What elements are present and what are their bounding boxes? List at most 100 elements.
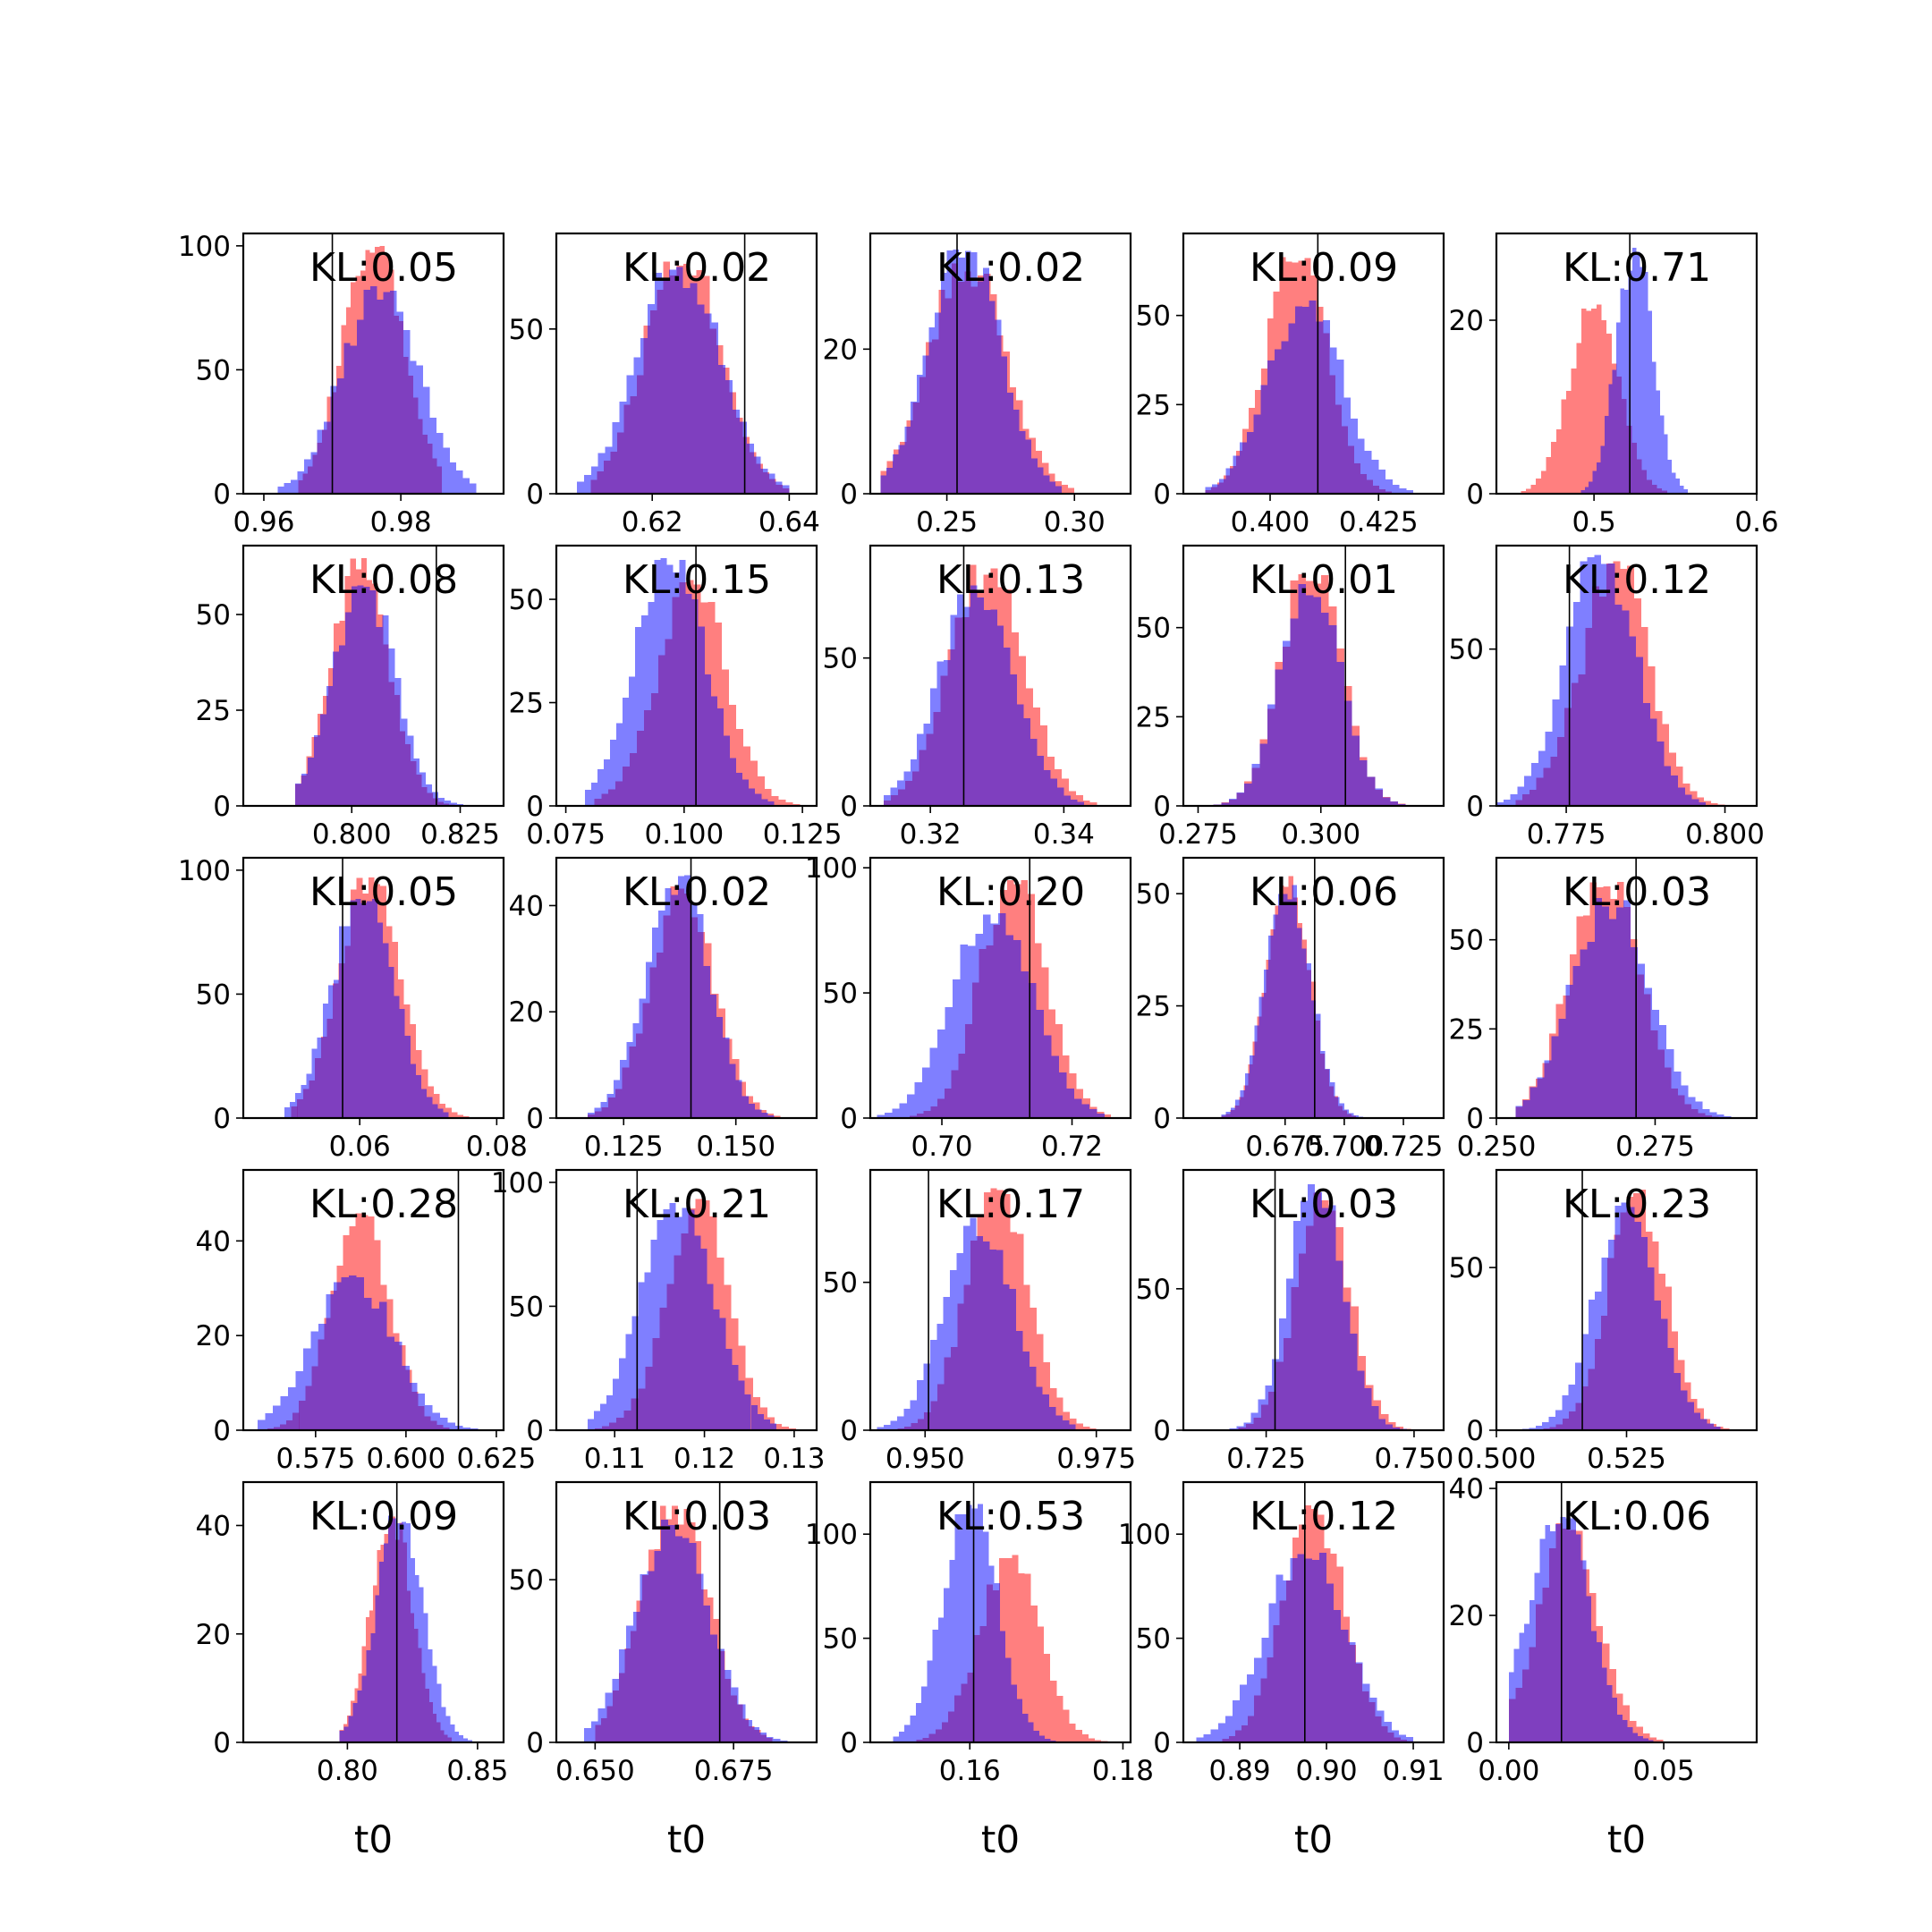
hist-bar-series-1-bin-16 (1636, 251, 1640, 494)
hist-bar-series-1-bin-24 (439, 1417, 448, 1430)
hist-bar-series-1-bin-2 (892, 454, 899, 494)
kl-annotation: KL:0.28 (309, 1182, 458, 1227)
hist-bar-series-1-bin-8 (344, 612, 352, 806)
hist-bar-series-0-bin-15 (1012, 1555, 1019, 1742)
hist-bar-series-1-bin-7 (370, 1632, 376, 1742)
hist-bar-series-1-bin-4 (1524, 775, 1532, 806)
hist-bar-series-1-bin-12 (369, 589, 377, 806)
x-axis-label: t0 (1294, 1818, 1333, 1861)
hist-bar-series-1-bin-22 (1674, 1071, 1682, 1118)
subplot-r4-c3: 0.89 0.90 0.91 0 50 100 KL:0.12 t0 (1118, 1480, 1445, 1861)
axes-frame (1495, 544, 1758, 808)
hist-bar-series-1-bin-18 (1013, 939, 1021, 1118)
hist-bar-series-1-bin-19 (1310, 1000, 1317, 1118)
hist-bar-series-1-bin-20 (1654, 1300, 1661, 1430)
hist-bar-series-1-bin-23 (735, 1080, 742, 1118)
hist-bar-series-1-bin-24 (1369, 1697, 1377, 1742)
x-tick-label: 0.25 (916, 506, 978, 538)
subplot-r0-c0: 0.96 0.98 0 50 100 KL:0.05 (178, 231, 505, 538)
hist-bar-series-1-bin-1 (590, 782, 597, 806)
hist-bar-series-1-bin-18 (1622, 610, 1630, 806)
x-tick-label: 0.13 (763, 1443, 825, 1475)
hist-bar-series-1-bin-18 (1640, 1236, 1648, 1430)
hist-bar-series-1-bin-22 (436, 1683, 442, 1742)
y-tick-label: 100 (178, 855, 231, 887)
hist-bar-series-1-bin-28 (1398, 1734, 1406, 1742)
hist-bar-series-1-bin-21 (1666, 1048, 1674, 1118)
hist-bar-series-1-bin-26 (749, 788, 756, 806)
hist-bar-series-0-bin-4 (1540, 470, 1546, 494)
hist-bar-series-1-bin-11 (954, 1514, 961, 1742)
hist-bar-series-1-bin-27 (1055, 1415, 1063, 1430)
x-tick-label: 0.275 (1615, 1131, 1695, 1163)
hist-bar-series-1-bin-2 (892, 1108, 900, 1118)
hist-bar-series-1-bin-25 (1377, 1710, 1385, 1742)
hist-bar-series-1-bin-13 (363, 289, 370, 494)
x-tick-label: 0.675 (694, 1755, 774, 1787)
hist-bar-series-1-bin-16 (1631, 946, 1639, 1118)
hist-bar-series-1-bin-7 (1600, 445, 1605, 494)
y-tick-label: 20 (196, 1320, 231, 1352)
hist-bar-series-1-bin-22 (423, 386, 430, 494)
hist-bar-series-1-bin-8 (937, 1030, 945, 1118)
hist-bar-series-1-bin-17 (401, 718, 408, 806)
x-tick-label: 0.750 (1375, 1443, 1454, 1475)
hist-bar-series-1-bin-23 (745, 1719, 753, 1742)
y-tick-label: 50 (1136, 1274, 1171, 1306)
hist-bar-series-1-bin-29 (443, 1112, 449, 1118)
hist-bar-series-0-bin-28 (1095, 1740, 1102, 1742)
hist-bar-series-1-bin-5 (310, 452, 318, 494)
hist-bar-series-1-bin-12 (668, 1525, 675, 1742)
hist-bar-series-1-bin-17 (697, 913, 704, 1118)
y-tick-label: 0 (1153, 479, 1171, 511)
hist-bar-series-1-bin-27 (456, 470, 463, 494)
hist-bar-series-1-bin-26 (1693, 1412, 1701, 1430)
hist-bar-series-1-bin-4 (1228, 799, 1237, 806)
hist-bar-series-1-bin-29 (1097, 1113, 1105, 1118)
axes-frame (242, 232, 505, 496)
hist-bar-series-1-bin-7 (1545, 1525, 1551, 1742)
hist-bar-series-1-bin-17 (377, 922, 384, 1118)
hist-bar-series-1-bin-2 (600, 1403, 607, 1430)
hist-bar-series-1-bin-25 (1031, 458, 1038, 494)
hist-bar-series-1-bin-12 (663, 1209, 670, 1430)
hist-bar-series-0-bin-27 (1704, 801, 1711, 806)
hist-bar-series-1-bin-13 (671, 894, 678, 1118)
hist-bar-series-1-bin-16 (990, 609, 997, 806)
hist-bar-series-1-bin-18 (1644, 271, 1648, 494)
hist-bar-series-1-bin-7 (1250, 1412, 1258, 1430)
hist-bar-series-1-bin-17 (989, 1249, 996, 1430)
y-tick-label: 0 (840, 479, 858, 511)
hist-bar-series-1-bin-25 (447, 1422, 455, 1430)
hist-bar-series-1-bin-26 (1398, 803, 1406, 806)
hist-bar-series-1-bin-8 (330, 386, 337, 494)
hist-bar-series-1-bin-29 (1055, 486, 1062, 494)
hist-bar-series-1-bin-18 (396, 311, 403, 494)
hist-bar-series-1-bin-9 (1608, 384, 1613, 494)
hist-bar-series-1-bin-27 (1391, 1730, 1399, 1742)
axes-frame (555, 232, 818, 496)
x-tick-label: 0.11 (584, 1443, 646, 1475)
y-tick-label: 0 (1466, 1415, 1484, 1447)
hist-bar-series-1-bin-12 (1290, 618, 1299, 806)
hist-bar-series-1-bin-11 (1273, 914, 1278, 1118)
hist-bar-series-1-bin-1 (884, 1425, 891, 1430)
hist-bar-series-1-bin-13 (376, 626, 383, 806)
hist-bar-series-1-bin-12 (660, 558, 667, 806)
hist-bar-series-1-bin-10 (1268, 1603, 1276, 1742)
hist-bar-series-1-bin-15 (679, 560, 686, 806)
hist-bar-series-1-bin-26 (1677, 787, 1685, 806)
hist-bar-series-0-bin-17 (1024, 1573, 1031, 1742)
hist-bar-series-1-bin-12 (1288, 323, 1296, 494)
hist-bar-series-1-bin-8 (1258, 996, 1264, 1118)
histogram-bars (588, 1199, 803, 1430)
histogram-bars (295, 557, 463, 806)
x-axis-label: t0 (1607, 1818, 1646, 1861)
hist-bar-series-1-bin-19 (1003, 1284, 1010, 1430)
hist-bar-series-1-bin-0 (277, 487, 284, 494)
hist-bar-series-1-bin-12 (1580, 561, 1588, 806)
hist-bar-series-1-bin-15 (977, 1504, 984, 1742)
y-tick-label: 100 (805, 1519, 858, 1551)
hist-bar-series-1-bin-7 (929, 1047, 938, 1118)
hist-bar-series-0-bin-21 (742, 746, 750, 806)
